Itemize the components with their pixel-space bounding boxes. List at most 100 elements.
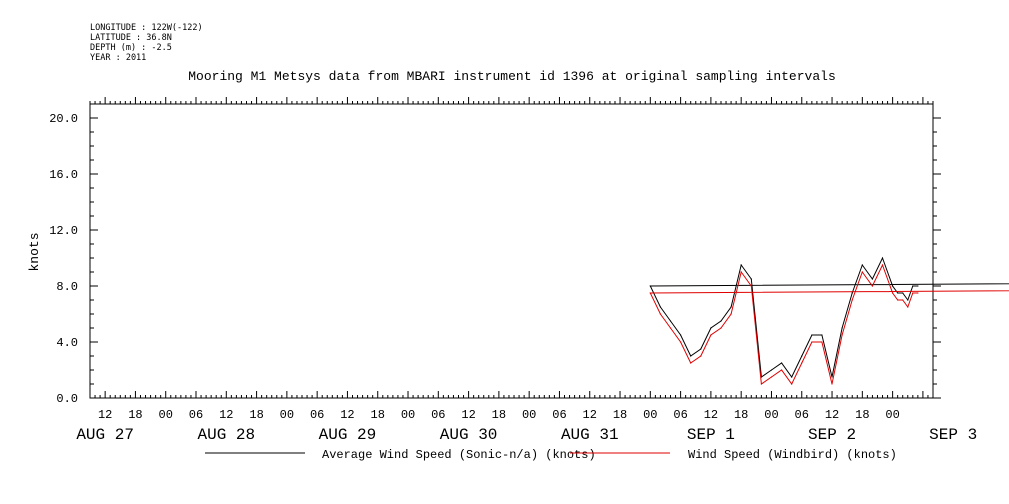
data-point — [851, 292, 853, 294]
data-point — [917, 285, 919, 287]
data-point — [801, 355, 803, 357]
x-tick-label: 06 — [310, 408, 324, 422]
data-point — [821, 341, 823, 343]
data-point — [861, 264, 863, 266]
y-tick-label: 20.0 — [49, 112, 78, 126]
x-tick-label: 00 — [401, 408, 415, 422]
y-tick-labels: 0.0 4.0 8.0 12.0 16.0 20.0 — [49, 112, 78, 406]
x-date-label: AUG 27 — [76, 426, 134, 444]
x-date-label: AUG 28 — [197, 426, 255, 444]
x-tick-label: 12 — [340, 408, 354, 422]
y-tick-label: 8.0 — [56, 280, 78, 294]
x-tick-label: 06 — [552, 408, 566, 422]
y-tick-label: 12.0 — [49, 224, 78, 238]
data-point — [700, 355, 702, 357]
data-point — [831, 383, 833, 385]
x-tick-label: 06 — [431, 408, 445, 422]
data-point — [700, 348, 702, 350]
axis-ticks — [89, 97, 941, 399]
data-point — [861, 271, 863, 273]
data-point — [897, 299, 899, 301]
x-tick-label: 12 — [583, 408, 597, 422]
x-tick-label: 00 — [885, 408, 899, 422]
data-point — [841, 327, 843, 329]
longitude-text: LONGITUDE : 122W(-122) — [90, 23, 203, 33]
x-tick-label: 12 — [825, 408, 839, 422]
chart-title: Mooring M1 Metsys data from MBARI instru… — [188, 69, 836, 84]
data-point — [821, 334, 823, 336]
y-axis-label: knots — [27, 232, 42, 271]
data-point — [851, 299, 853, 301]
x-tick-label: 12 — [98, 408, 112, 422]
y-tick-label: 0.0 — [56, 392, 78, 406]
series-line-average — [649, 256, 1009, 378]
x-tick-label: 18 — [855, 408, 869, 422]
data-point — [760, 383, 763, 385]
x-tick-label: 06 — [673, 408, 687, 422]
data-point — [892, 292, 894, 294]
data-point — [720, 327, 722, 329]
date-labels: AUG 27 AUG 28 AUG 29 AUG 30 AUG 31 SEP 1 SEP 2… — [76, 426, 977, 444]
legend-label-average: Average Wind Speed (Sonic-n/a) (knots) — [322, 448, 596, 462]
x-tick-label: 06 — [189, 408, 203, 422]
data-point — [892, 285, 894, 287]
data-point — [801, 362, 803, 364]
x-tick-label: 12 — [461, 408, 475, 422]
x-tick-label: 18 — [613, 408, 627, 422]
data-point — [871, 285, 874, 287]
legend: Average Wind Speed (Sonic-n/a) (knots) W… — [205, 448, 897, 462]
data-point — [680, 334, 682, 336]
data-point — [917, 292, 919, 294]
x-tick-label: 06 — [795, 408, 809, 422]
data-point — [680, 341, 682, 343]
metadata-block: LONGITUDE : 122W(-122) LATITUDE : 36.8N … — [90, 23, 203, 63]
data-point — [710, 334, 712, 336]
data-point — [781, 369, 783, 371]
data-point — [669, 320, 672, 322]
data-point — [690, 362, 692, 364]
series-line-windbird — [649, 263, 1009, 385]
y-tick-label: 4.0 — [56, 336, 78, 350]
data-point — [730, 306, 732, 308]
data-point — [690, 355, 692, 357]
data-point — [881, 264, 884, 266]
data-point — [740, 271, 742, 273]
data-point — [811, 334, 813, 336]
x-tick-labels: 12 18 00 06 12 18 00 06 12 18 00 06 12 18 00 06 12 18 00 06… — [98, 408, 900, 422]
x-date-label: SEP 3 — [929, 426, 977, 444]
data-point — [902, 292, 904, 294]
data-point — [912, 285, 914, 287]
data-point — [750, 285, 752, 287]
x-tick-label: 00 — [764, 408, 778, 422]
data-point — [871, 278, 874, 280]
x-date-label: SEP 2 — [808, 426, 856, 444]
x-date-label: AUG 30 — [440, 426, 498, 444]
data-point — [907, 299, 909, 301]
data-point — [902, 299, 904, 301]
data-point — [897, 292, 899, 294]
data-point — [659, 306, 662, 308]
x-tick-label: 00 — [643, 408, 657, 422]
x-tick-label: 00 — [522, 408, 536, 422]
data-point — [750, 278, 752, 280]
plot-frame — [89, 103, 934, 399]
x-tick-label: 00 — [280, 408, 294, 422]
x-date-label: AUG 29 — [319, 426, 377, 444]
data-point — [811, 341, 813, 343]
data-point — [710, 327, 712, 329]
data-point — [841, 334, 843, 336]
data-point — [669, 327, 672, 329]
data-point — [912, 292, 914, 294]
data-point — [881, 257, 884, 259]
x-tick-label: 18 — [249, 408, 263, 422]
x-tick-label: 18 — [734, 408, 748, 422]
x-tick-label: 18 — [371, 408, 385, 422]
data-point — [781, 362, 783, 364]
data-point — [770, 376, 773, 378]
series-lines — [649, 256, 1009, 385]
depth-text: DEPTH (m) : -2.5 — [90, 43, 172, 53]
data-point — [831, 376, 833, 378]
x-date-label: SEP 1 — [687, 426, 735, 444]
x-tick-label: 18 — [492, 408, 506, 422]
latitude-text: LATITUDE : 36.8N — [90, 33, 172, 43]
